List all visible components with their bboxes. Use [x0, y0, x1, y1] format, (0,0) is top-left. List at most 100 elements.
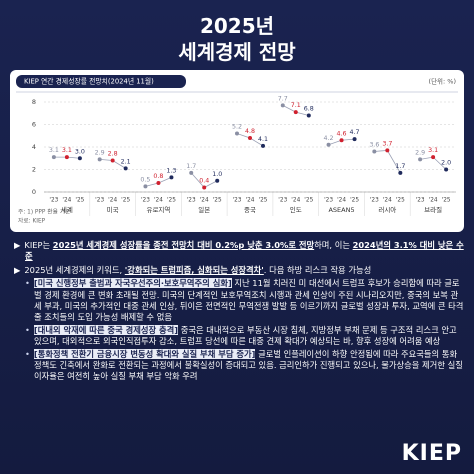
x-tick-label: 중국	[244, 206, 256, 214]
x-tick-label: 미국	[107, 205, 119, 214]
bullet: • [미국 신행정부 출범과 자국우선주의·보호무역주의 심화] 지난 11월 치…	[14, 278, 464, 324]
point	[64, 155, 69, 160]
point	[339, 138, 344, 143]
x-period-label: '23	[49, 198, 58, 204]
value-label: 1.7	[186, 163, 196, 170]
value-label: 7.1	[291, 102, 301, 109]
point	[77, 156, 82, 161]
bullet-text: KIEP는	[24, 240, 53, 250]
x-period-label: '25	[350, 198, 359, 204]
x-period-label: '23	[187, 198, 196, 204]
x-period-label: '24	[429, 198, 438, 204]
value-label: 2.8	[108, 151, 118, 158]
point	[235, 131, 239, 136]
value-label: 2.9	[95, 149, 105, 156]
value-label: 2.1	[121, 158, 131, 165]
point	[169, 175, 174, 180]
bullet-text: [통화정책 전환기 금융시장 변동성 확대와 실질 부채 부담 증가]	[33, 348, 256, 359]
x-period-label: '25	[442, 198, 451, 204]
value-label: 3.1	[428, 147, 438, 154]
value-label: 3.1	[62, 147, 72, 154]
x-tick-label: 인도	[290, 205, 302, 214]
value-label: 0.4	[199, 178, 209, 185]
point	[248, 136, 252, 140]
y-tick-label: 0	[32, 188, 36, 196]
x-period-label: '24	[383, 198, 392, 204]
value-label: 6.8	[304, 106, 314, 113]
chart-card: KIEP 연간 경제성장률 전망치(2024년 11월) (단위: %) 0 2 4…	[10, 70, 464, 232]
bullet-marker: ▶	[14, 264, 21, 275]
value-label: 0.5	[140, 176, 150, 183]
logo: KIEP	[401, 441, 462, 466]
x-period-label: '24	[291, 198, 300, 204]
bullet: ▶ KIEP는 2025년 세계경제 성장률을 종전 전망치 대비 0.2%p 낮…	[14, 240, 464, 263]
point	[202, 185, 207, 190]
chart-title-bg	[16, 75, 186, 88]
point	[293, 110, 298, 115]
value-label: 2.9	[415, 149, 425, 156]
y-tick-label: 8	[32, 98, 36, 106]
unit-note: (단위: %)	[429, 77, 456, 86]
point	[431, 155, 436, 160]
bullet-text: . 다음 하방 리스크 작용 가능성	[263, 264, 372, 275]
bullet-text: 2024년의 3.1% 대비 낮은 수준	[25, 240, 464, 262]
x-period-label: '25	[259, 198, 268, 204]
x-period-label: '25	[304, 198, 313, 204]
chart: KIEP 연간 경제성장률 전망치(2024년 11월) (단위: %) 0 2 4…	[16, 75, 458, 225]
x-period-label: '24	[154, 198, 163, 204]
value-label: 4.7	[350, 129, 360, 136]
bullet-text: [미국 신행정부 출범과 자국우선주의·보호무역주의 심화]	[33, 278, 232, 289]
title-main: 세계경제 전망	[178, 40, 296, 64]
x-period-label: '23	[95, 198, 104, 204]
value-label: 4.8	[245, 128, 255, 135]
x-tick-label: 세계	[61, 205, 73, 214]
x-period-label: '24	[108, 198, 117, 204]
x-period-label: '24	[246, 198, 255, 204]
bullet-marker: •	[25, 278, 30, 289]
bullet-text: 하며, 이는	[314, 240, 353, 250]
bullets: ▶ KIEP는 2025년 세계경제 성장률을 종전 전망치 대비 0.2%p 낮…	[14, 240, 464, 384]
x-tick-label: 유로지역	[146, 205, 170, 214]
point	[189, 170, 194, 175]
value-label: 2.0	[441, 160, 451, 167]
x-period-label: '23	[324, 198, 333, 204]
bullet-text: '강화되는 트럼피즘, 심화되는 성장격차'	[124, 264, 264, 275]
bullet-text: 2025년 세계경제의 키워드,	[24, 264, 125, 275]
point	[143, 184, 148, 189]
value-label: 1.0	[212, 171, 222, 178]
value-label: 5.2	[232, 124, 242, 131]
value-label: 3.0	[75, 148, 85, 155]
x-tick-label: 브라질	[424, 205, 442, 214]
x-tick-label: 러시아	[378, 205, 396, 214]
point	[280, 103, 285, 108]
point	[156, 181, 161, 185]
x-period-label: '25	[396, 198, 405, 204]
x-tick-label: ASEAN5	[328, 206, 354, 214]
title-year: 2025년	[199, 14, 275, 38]
point	[51, 155, 56, 160]
x-period-label: '24	[337, 198, 346, 204]
bullet-text: 지난 11월 치러진 미 대선에서 트럼프 후보가 승리함에 따라 글로벌 경제…	[34, 278, 464, 323]
point	[398, 170, 403, 175]
value-label: 4.6	[337, 130, 347, 137]
x-period-label: '23	[416, 198, 425, 204]
bullet-text: [대내외 악재에 따른 중국 경제성장 충격]	[33, 324, 179, 335]
point	[372, 149, 377, 154]
x-period-label: '25	[213, 198, 222, 204]
x-period-label: '23	[278, 198, 287, 204]
chart-title: KIEP 연간 경제성장률 전망치(2024년 11월)	[24, 77, 154, 86]
x-period-label: '25	[75, 198, 84, 204]
bullet-text: 글로벌 인플레이션이 하향 안정됨에 따라 주요국들의 통화정책도 긴축에서 완…	[34, 348, 463, 382]
bullet-marker: ▶	[14, 240, 21, 250]
x-period-label: '25	[167, 198, 176, 204]
x-period-label: '23	[141, 198, 150, 204]
point	[326, 142, 331, 147]
x-period-label: '25	[121, 198, 130, 204]
bullet: ▶ 2025년 세계경제의 키워드, '강화되는 트럼피즘, 심화되는 성장격차'…	[14, 265, 464, 276]
point	[215, 178, 220, 183]
bullet-text: 2025년 세계경제 성장률을 종전 전망치 대비 0.2%p 낮춘 3.0%로…	[52, 240, 315, 250]
value-label: 1.3	[166, 167, 176, 174]
value-label: 3.1	[49, 147, 59, 154]
y-tick-label: 4	[32, 143, 36, 151]
point	[385, 148, 390, 153]
